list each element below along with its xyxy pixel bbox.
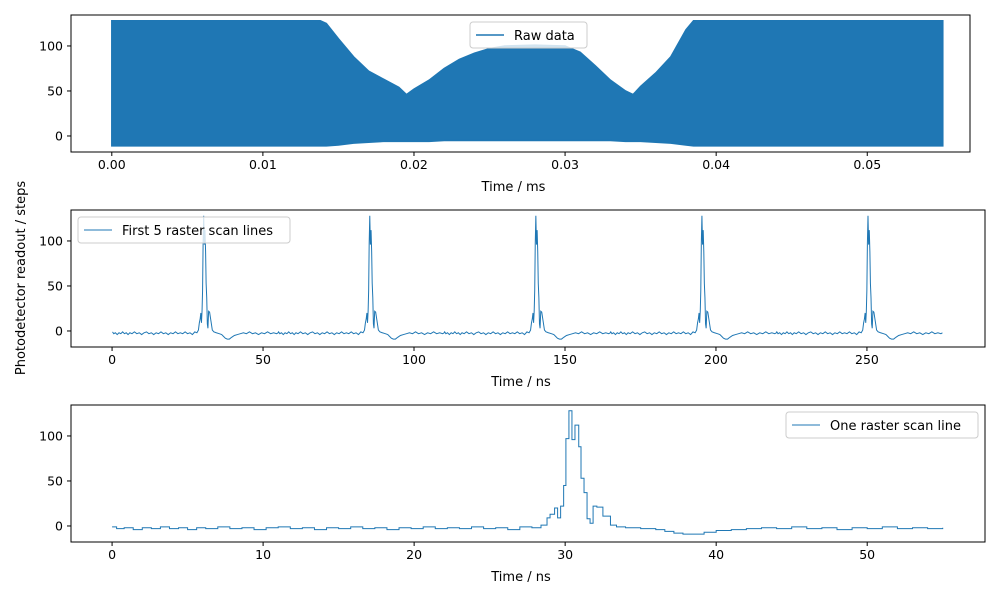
x-tick-label: 50 <box>859 547 875 562</box>
x-tick-label: 250 <box>855 352 879 367</box>
x-tick-label: 0.05 <box>853 157 881 172</box>
scan-line-series <box>112 410 944 535</box>
plot-area <box>111 20 944 147</box>
x-tick-label: 100 <box>402 352 426 367</box>
x-tick-label: 0 <box>108 547 116 562</box>
axes-frame <box>70 404 986 543</box>
x-tick-label: 40 <box>708 547 724 562</box>
plot-area <box>112 410 944 535</box>
y-tick-label: 100 <box>39 38 63 53</box>
x-tick-label: 200 <box>704 352 728 367</box>
legend-label: Raw data <box>514 29 575 44</box>
x-tick-label: 150 <box>553 352 577 367</box>
x-tick-label: 10 <box>255 547 271 562</box>
x-axis-label: Time / ns <box>490 570 551 585</box>
x-axis-label: Time / ms <box>481 180 546 195</box>
x-tick-label: 0.02 <box>400 157 428 172</box>
subplot-raw-data: 0.00 0.01 0.02 0.03 0.04 0.05 0 50 100 Time / ms R… <box>39 14 971 195</box>
scan-lines-series <box>112 215 943 340</box>
legend-box <box>469 21 588 49</box>
y-tick-label: 0 <box>55 518 63 533</box>
plot-area <box>112 215 943 340</box>
x-tick-label: 0.03 <box>551 157 579 172</box>
x-tick-label: 0.00 <box>98 157 126 172</box>
raw-data-series <box>111 20 944 147</box>
y-tick-label: 50 <box>47 83 63 98</box>
y-tick-label: 50 <box>47 473 63 488</box>
x-tick-label: 0 <box>108 352 116 367</box>
subplot-first-5-scan-lines: 0 50 100 150 200 250 0 50 100 Time / ns First 5 ra… <box>39 209 986 390</box>
x-axis-label: Time / ns <box>490 375 551 390</box>
legend: First 5 raster scan lines <box>77 216 291 244</box>
legend-box <box>77 216 291 244</box>
y-tick-label: 0 <box>55 128 63 143</box>
legend: Raw data <box>469 21 588 49</box>
subplot-one-scan-line: 0 10 20 30 40 50 0 50 100 Time / ns One raster sca… <box>39 404 986 585</box>
y-tick-label: 50 <box>47 278 63 293</box>
y-tick-label: 100 <box>39 428 63 443</box>
legend-box <box>785 411 979 439</box>
axes-frame <box>70 14 971 153</box>
x-tick-label: 0.01 <box>249 157 277 172</box>
axes-frame <box>70 209 986 348</box>
legend-label: First 5 raster scan lines <box>122 224 273 239</box>
x-tick-label: 30 <box>557 547 573 562</box>
x-tick-label: 50 <box>255 352 271 367</box>
legend: One raster scan line <box>785 411 979 439</box>
legend-label: One raster scan line <box>830 419 961 434</box>
x-tick-label: 20 <box>406 547 422 562</box>
y-axis-label: Photodetector readout / steps <box>14 181 29 375</box>
y-tick-label: 100 <box>39 233 63 248</box>
y-tick-label: 0 <box>55 323 63 338</box>
x-tick-label: 0.04 <box>702 157 730 172</box>
